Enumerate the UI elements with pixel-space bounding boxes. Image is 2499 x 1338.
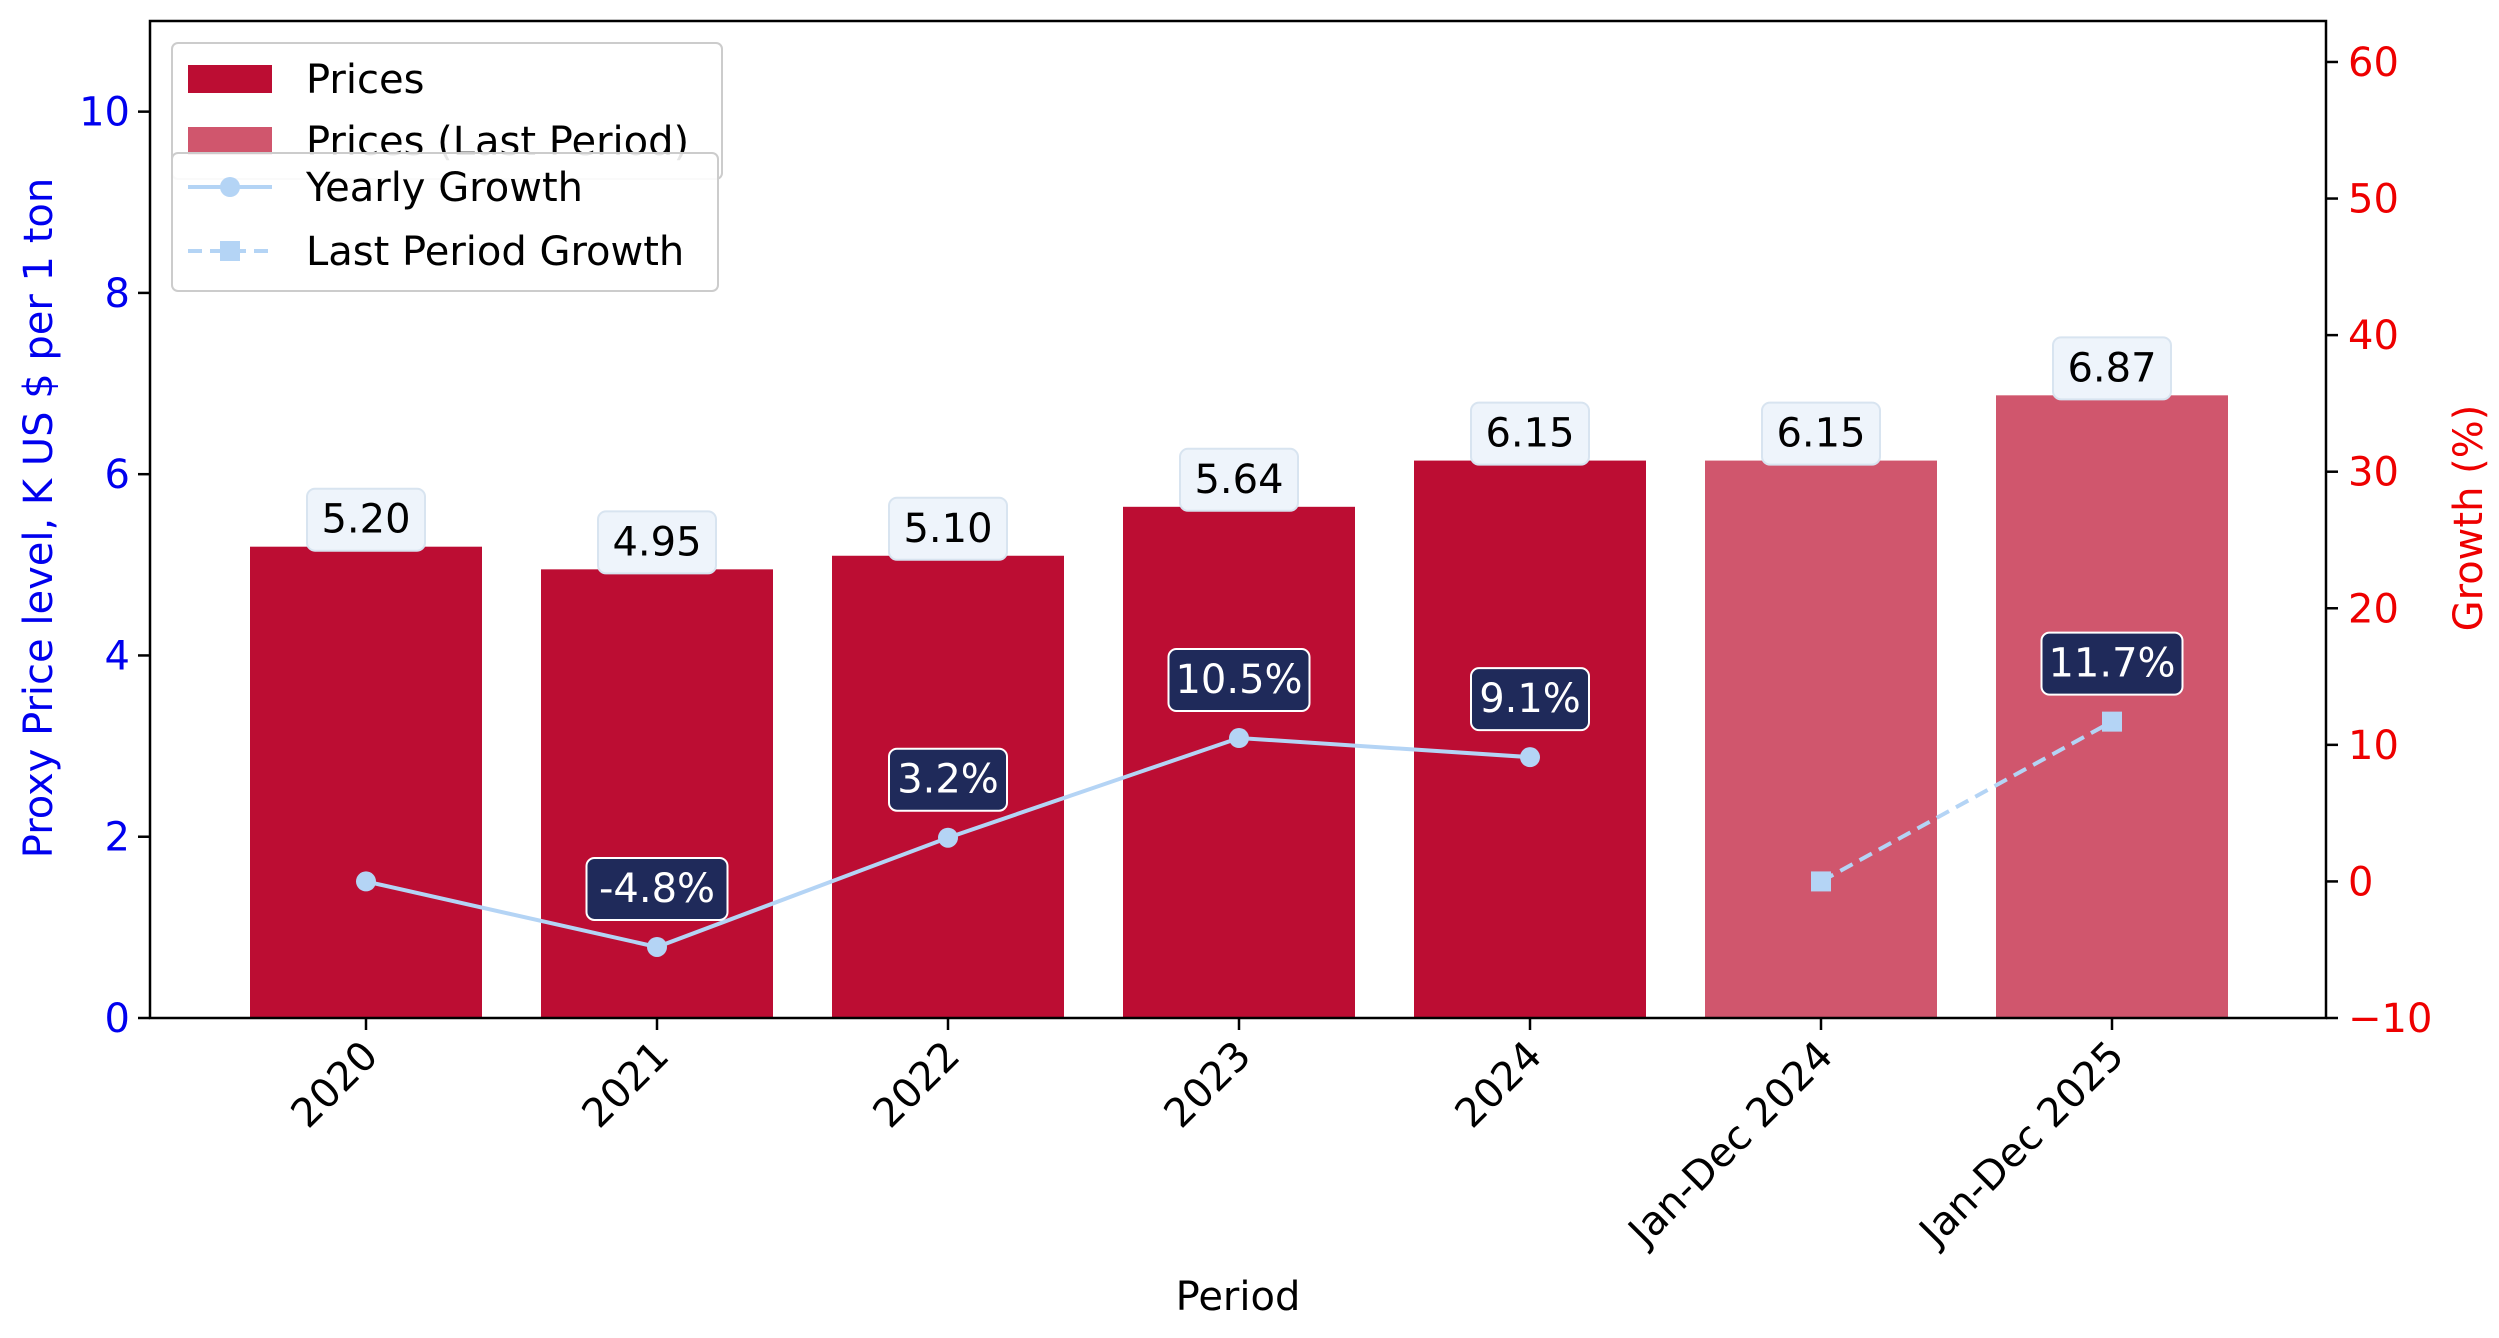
growth-marker-0 bbox=[356, 871, 376, 892]
growth-label-6: 11.7% bbox=[2040, 631, 2184, 696]
x-tick-label-6: Jan-Dec 2025 bbox=[1909, 1033, 2133, 1257]
growth-label-2-text: 3.2% bbox=[897, 757, 999, 803]
y-right-tick-label-0: −10 bbox=[2348, 996, 2432, 1042]
y-axis-right: −10 0 10 20 30 40 50 60 bbox=[2326, 40, 2432, 1042]
growth-label-2-box bbox=[888, 747, 1008, 812]
price-label-4: 6.15 bbox=[1470, 401, 1590, 466]
growth-lines-layer bbox=[356, 711, 2122, 957]
growth-marker-6 bbox=[2102, 711, 2122, 732]
y-right-tick-label-6: 50 bbox=[2348, 177, 2399, 223]
growth-marker-5 bbox=[1811, 871, 1831, 892]
y-right-tick-label-3: 20 bbox=[2348, 586, 2399, 632]
bar-prices-last-period-6 bbox=[1996, 395, 2228, 1018]
legend-label-0: Prices bbox=[306, 57, 424, 103]
y-right-tick-label-4: 30 bbox=[2348, 450, 2399, 496]
price-label-5: 6.15 bbox=[1761, 401, 1881, 466]
price-label-0: 5.20 bbox=[306, 487, 426, 552]
growth-label-1-text: -4.8% bbox=[599, 866, 715, 912]
legend-growth: Yearly Growth Last Period Growth bbox=[171, 152, 719, 292]
bar-prices-0 bbox=[250, 546, 482, 1018]
x-tick-label-2: 2022 bbox=[865, 1033, 970, 1138]
price-label-5-text: 6.15 bbox=[1776, 411, 1865, 457]
price-label-6-box bbox=[2052, 336, 2172, 401]
y-right-tick-label-1: 0 bbox=[2348, 859, 2373, 905]
price-label-2-text: 5.10 bbox=[903, 506, 992, 552]
bar-prices-3 bbox=[1123, 506, 1355, 1018]
x-tick-label-5: Jan-Dec 2024 bbox=[1618, 1033, 1842, 1257]
growth-label-1-box bbox=[585, 856, 729, 921]
growth-label-4: 9.1% bbox=[1470, 667, 1590, 732]
x-tick-label-3: 2023 bbox=[1156, 1033, 1261, 1138]
y-left-tick-label-5: 10 bbox=[79, 90, 130, 136]
price-label-3: 5.64 bbox=[1179, 447, 1299, 512]
growth-label-6-box bbox=[2040, 631, 2184, 696]
y-left-tick-label-4: 8 bbox=[105, 271, 130, 317]
legend-line-label-0: Yearly Growth bbox=[305, 165, 583, 211]
price-label-0-text: 5.20 bbox=[321, 497, 410, 543]
growth-marker-1 bbox=[647, 936, 667, 957]
y-left-tick-label-3: 6 bbox=[105, 452, 130, 498]
y-axis-left-title: Proxy Price level, K US $ per 1 ton bbox=[16, 178, 62, 858]
y-right-tick-label-7: 60 bbox=[2348, 40, 2399, 86]
legend-swatch-1 bbox=[188, 127, 272, 155]
price-label-2: 5.10 bbox=[888, 496, 1008, 561]
price-label-5-box bbox=[1761, 401, 1881, 466]
price-label-1: 4.95 bbox=[597, 510, 717, 575]
legend-swatch-0 bbox=[188, 65, 272, 93]
x-tick-label-0: 2020 bbox=[283, 1033, 388, 1138]
legend-growth-frame bbox=[171, 152, 719, 292]
growth-label-4-box bbox=[1470, 667, 1590, 732]
legend-line-label-1: Last Period Growth bbox=[306, 229, 684, 275]
y-left-tick-label-0: 0 bbox=[105, 996, 130, 1042]
last-period-growth-line bbox=[1820, 719, 2113, 884]
price-label-3-box bbox=[1179, 447, 1299, 512]
bar-prices-last-period-5 bbox=[1705, 460, 1937, 1018]
growth-label-3: 10.5% bbox=[1167, 648, 1311, 713]
price-label-6: 6.87 bbox=[2052, 336, 2172, 401]
growth-label-6-text: 11.7% bbox=[2048, 641, 2175, 687]
price-label-1-box bbox=[597, 510, 717, 575]
growth-marker-4 bbox=[1520, 747, 1540, 768]
price-label-0-box bbox=[306, 487, 426, 552]
growth-marker-3 bbox=[1229, 728, 1249, 749]
x-axis-title: Period bbox=[1176, 1274, 1301, 1320]
bar-prices-4 bbox=[1414, 460, 1646, 1018]
y-axis-left: 0 2 4 6 8 10 bbox=[79, 90, 150, 1042]
y-right-tick-label-2: 10 bbox=[2348, 723, 2399, 769]
price-label-4-box bbox=[1470, 401, 1590, 466]
x-tick-label-4: 2024 bbox=[1447, 1033, 1552, 1138]
price-label-4-text: 6.15 bbox=[1485, 411, 1574, 457]
x-tick-label-1: 2021 bbox=[574, 1033, 679, 1138]
bars-layer bbox=[250, 395, 2228, 1018]
legend-marker-1 bbox=[220, 241, 240, 261]
y-right-tick-label-5: 40 bbox=[2348, 313, 2399, 359]
growth-label-4-text: 9.1% bbox=[1479, 676, 1581, 722]
data-labels-layer: 5.20 4.95 5.10 5.64 6.15 6.15 6.87 -4.8% 3.2% 10.… bbox=[306, 336, 2184, 921]
price-label-1-text: 4.95 bbox=[612, 519, 701, 565]
growth-label-1: -4.8% bbox=[585, 856, 729, 921]
growth-marker-2 bbox=[938, 827, 958, 848]
x-axis: 2020 2021 2022 2023 2024 Jan-Dec 2024 Jan-Dec … bbox=[283, 1018, 2133, 1257]
growth-label-3-text: 10.5% bbox=[1175, 657, 1302, 703]
y-left-tick-label-2: 4 bbox=[105, 633, 130, 679]
price-label-3-text: 5.64 bbox=[1194, 457, 1283, 503]
legend-marker-0 bbox=[220, 177, 240, 197]
y-left-tick-label-1: 2 bbox=[105, 815, 130, 861]
growth-label-2: 3.2% bbox=[888, 747, 1008, 812]
price-label-6-text: 6.87 bbox=[2067, 345, 2156, 391]
price-label-2-box bbox=[888, 496, 1008, 561]
y-axis-right-title: Growth (%) bbox=[2446, 405, 2492, 632]
growth-label-3-box bbox=[1167, 648, 1311, 713]
